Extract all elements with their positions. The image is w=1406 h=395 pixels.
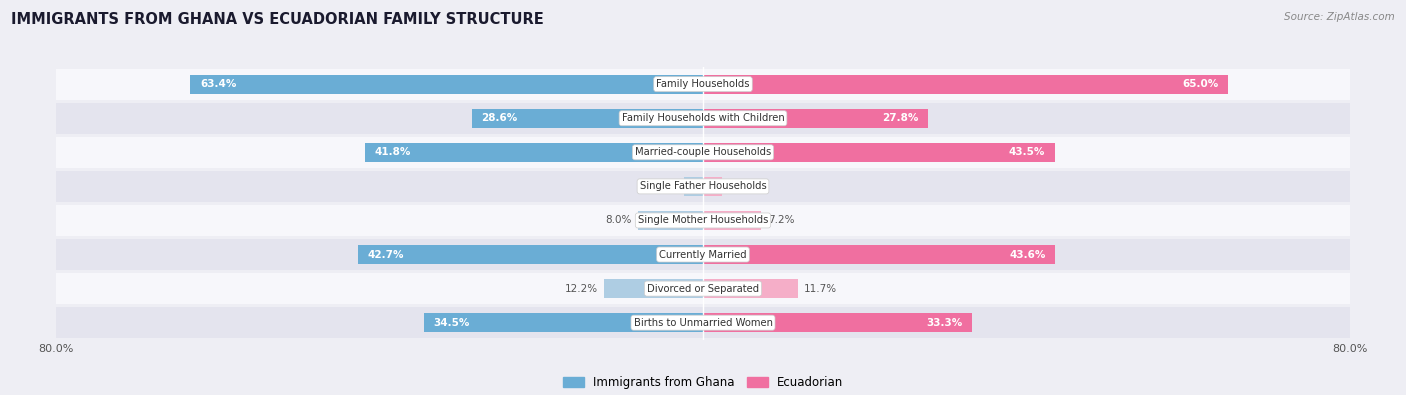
Bar [605, 279, 703, 298]
Bar [472, 109, 703, 128]
Text: Single Mother Households: Single Mother Households [638, 215, 768, 226]
Text: 34.5%: 34.5% [434, 318, 470, 328]
Bar [56, 239, 1350, 270]
Text: Single Father Households: Single Father Households [640, 181, 766, 192]
Bar [638, 211, 703, 230]
Text: 43.6%: 43.6% [1010, 250, 1046, 260]
Text: 33.3%: 33.3% [927, 318, 963, 328]
Text: 27.8%: 27.8% [882, 113, 918, 123]
Bar [703, 177, 723, 196]
Bar [366, 143, 703, 162]
Text: 12.2%: 12.2% [565, 284, 598, 293]
Bar [703, 313, 972, 332]
Text: 7.2%: 7.2% [768, 215, 794, 226]
Text: 28.6%: 28.6% [481, 113, 517, 123]
Text: 65.0%: 65.0% [1182, 79, 1219, 89]
Bar [56, 68, 1350, 100]
Text: Divorced or Separated: Divorced or Separated [647, 284, 759, 293]
Bar [56, 171, 1350, 202]
Text: IMMIGRANTS FROM GHANA VS ECUADORIAN FAMILY STRUCTURE: IMMIGRANTS FROM GHANA VS ECUADORIAN FAMI… [11, 12, 544, 27]
Text: 41.8%: 41.8% [375, 147, 411, 157]
Legend: Immigrants from Ghana, Ecuadorian: Immigrants from Ghana, Ecuadorian [558, 371, 848, 394]
Text: 2.4%: 2.4% [651, 181, 678, 192]
Text: Currently Married: Currently Married [659, 250, 747, 260]
Bar [703, 109, 928, 128]
Text: 63.4%: 63.4% [200, 79, 236, 89]
Text: Births to Unmarried Women: Births to Unmarried Women [634, 318, 772, 328]
Text: 11.7%: 11.7% [804, 284, 837, 293]
Bar [425, 313, 703, 332]
Bar [56, 205, 1350, 236]
Bar [703, 143, 1054, 162]
Bar [190, 75, 703, 94]
Text: Family Households: Family Households [657, 79, 749, 89]
Bar [357, 245, 703, 264]
Bar [56, 103, 1350, 134]
Bar [56, 137, 1350, 168]
Bar [703, 279, 797, 298]
Bar [703, 211, 761, 230]
Text: 43.5%: 43.5% [1008, 147, 1045, 157]
Text: 2.4%: 2.4% [728, 181, 755, 192]
Text: 8.0%: 8.0% [606, 215, 631, 226]
Bar [56, 273, 1350, 304]
Text: Source: ZipAtlas.com: Source: ZipAtlas.com [1284, 12, 1395, 22]
Bar [703, 75, 1229, 94]
Bar [56, 307, 1350, 339]
Bar [703, 245, 1056, 264]
Bar [683, 177, 703, 196]
Text: Family Households with Children: Family Households with Children [621, 113, 785, 123]
Text: Married-couple Households: Married-couple Households [636, 147, 770, 157]
Text: 42.7%: 42.7% [367, 250, 404, 260]
